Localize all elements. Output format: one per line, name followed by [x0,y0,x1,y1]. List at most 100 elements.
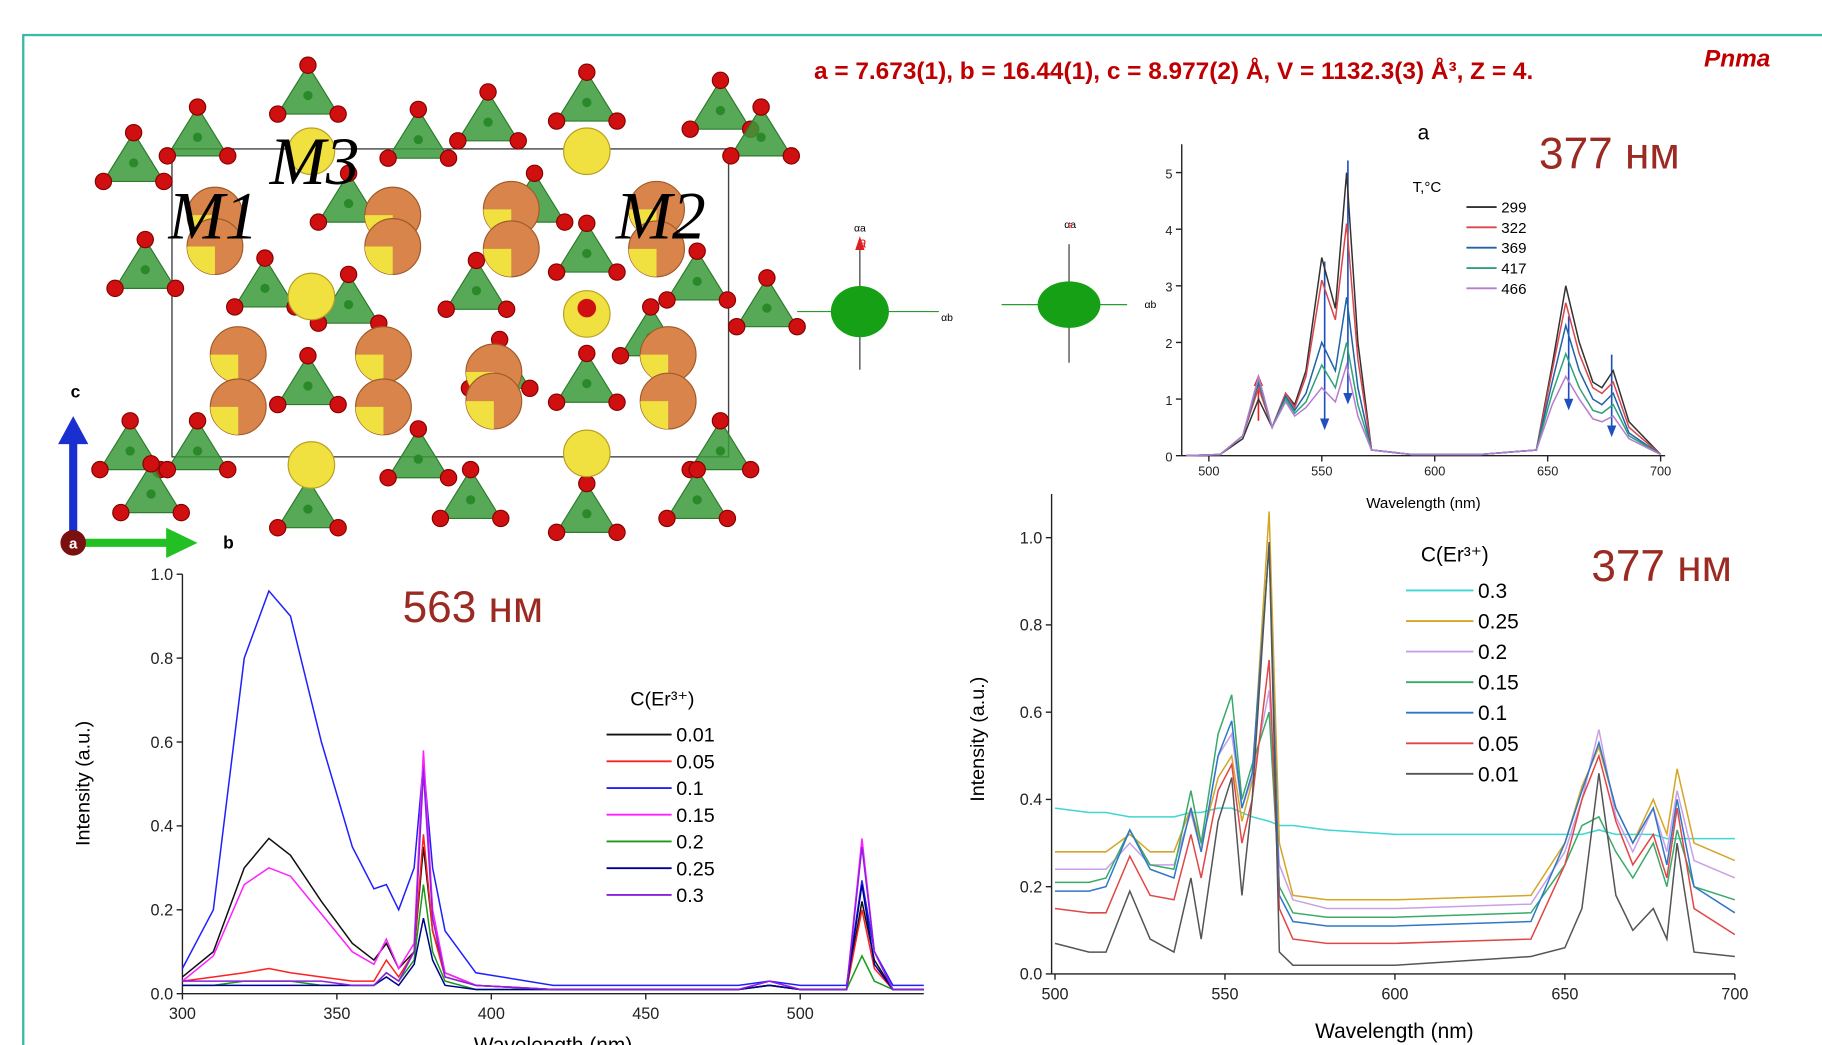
legend-label: 0.1 [1478,702,1507,725]
series-line [1054,690,1736,910]
series-line [1054,659,1736,945]
oxygen [547,393,566,411]
oxygen [431,509,450,528]
x-tick-label: 500 [787,1005,814,1023]
oxygen [329,105,347,123]
oxygen [461,460,480,479]
arrow-head [166,527,198,558]
y-tick-label: 1 [1165,393,1172,408]
y-tick-label: 0.0 [151,985,174,1003]
ellipsoid-label: αb [941,313,953,324]
metal-site-part [364,246,393,275]
metal-site-part [187,246,215,275]
oxygen [226,298,244,316]
metal-site [562,127,611,176]
oxygen [788,317,806,336]
series-line [1054,511,1736,901]
oxygen [269,105,287,123]
cation [413,134,423,145]
tetrahedron [555,222,619,273]
legend-label: 0.25 [1478,611,1519,634]
oxygen [718,291,737,309]
cation [343,299,354,310]
tetrahedron [113,238,177,289]
oxygen [711,412,730,430]
arrow-head [1564,398,1574,411]
ellipsoid-label: a [1068,220,1073,230]
oxygen [727,317,746,336]
cation [715,105,726,116]
oxygen [556,213,574,231]
oxygen [547,523,566,542]
metal-site-part [640,401,669,429]
oxygen [379,469,397,487]
y-tick-label: 2 [1165,336,1172,351]
tetrahedron [166,105,229,157]
tetrahedron [276,64,340,115]
series-line [1054,807,1735,840]
legend-label: 0.01 [1478,763,1519,786]
legend-label: 322 [1501,220,1526,237]
oxygen [758,269,776,287]
cation [303,381,313,391]
oxygen [608,112,626,130]
oxygen [188,98,207,116]
tetrahedron [317,172,380,223]
oxygen [722,147,740,165]
legend-title: C(Er³⁺) [630,689,694,711]
y-tick-label: 0.6 [1020,704,1043,722]
x-tick-label: 550 [1211,985,1238,1003]
y-tick-label: 0.8 [1020,617,1043,635]
legend-label: 0.3 [676,885,703,907]
series-line [1186,362,1661,457]
legend-label: 0.2 [1478,641,1507,664]
oxygen [578,344,596,363]
x-axis-label: Wavelength (nm) [1315,1020,1473,1043]
oxygen [718,509,737,528]
oxygen [94,172,113,191]
cation [483,117,493,127]
ellipsoid-label: αa [854,223,866,234]
oxygen [658,291,676,309]
oxygen [688,460,706,479]
oxygen [379,149,397,167]
annotation: 377 нм [1539,130,1680,179]
legend-label: 299 [1501,199,1526,216]
tetrahedron [387,108,450,159]
tetrahedron [276,354,340,406]
series-line [1186,342,1661,457]
metal-site-part [465,401,494,429]
axis-label: b [223,533,234,553]
cation [692,495,702,505]
x-tick-label: 650 [1537,463,1558,478]
site-label: M3 [269,124,360,199]
axis-a-dot [60,530,86,556]
oxygen [309,213,328,231]
tetrahedron [439,468,502,520]
metal-site [287,441,336,489]
ellipsoid-label: αa [1064,220,1076,231]
tetrahedron [119,462,183,514]
tetrahedron [665,250,729,301]
y-tick-label: 0.4 [1020,791,1043,809]
series-line [1054,694,1736,918]
oxygen [299,347,317,365]
oxygen [641,298,660,316]
oxygen [339,164,358,183]
oxygen [112,503,130,522]
oxygen [608,263,626,281]
x-tick-label: 600 [1424,463,1445,478]
oxygen [409,100,428,119]
y-tick-label: 3 [1165,280,1172,295]
annotation: 377 нм [1591,542,1732,591]
oxygen [439,469,458,487]
legend-label: 0.01 [676,725,714,747]
y-tick-label: 0.2 [1020,878,1043,896]
x-tick-label: 500 [1041,985,1068,1003]
x-tick-label: 700 [1650,463,1671,478]
ellipsoid-label: a [858,235,866,252]
cell-parameters: a = 7.673(1), b = 16.44(1), c = 8.977(2)… [814,57,1533,85]
oxygen [269,519,287,537]
oxygen [439,149,458,167]
x-tick-label: 700 [1721,985,1748,1003]
